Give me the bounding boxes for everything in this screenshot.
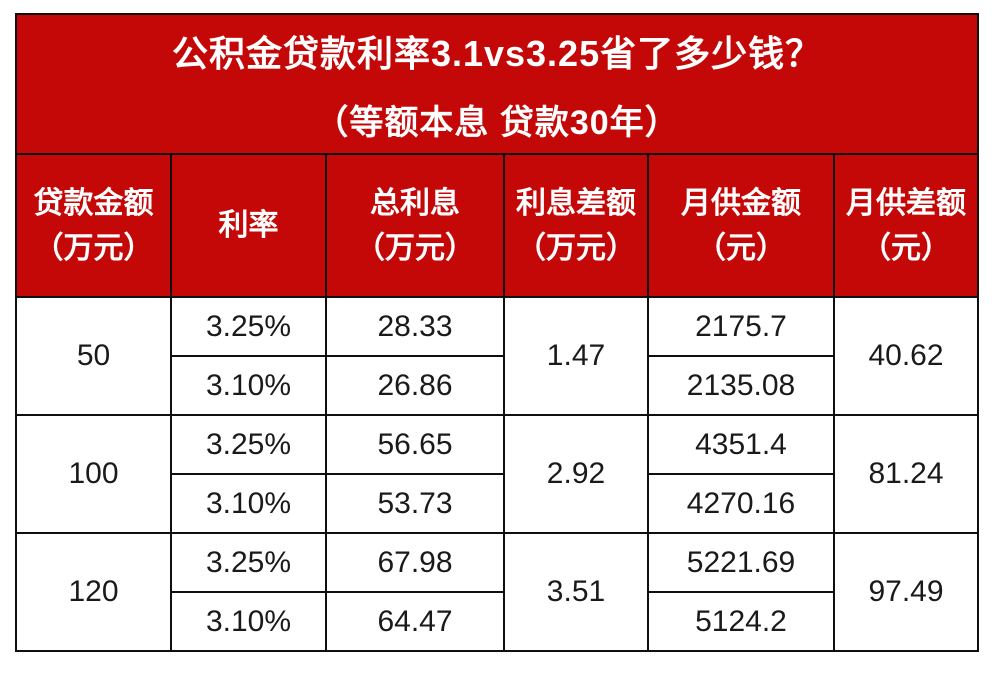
cell-monthly-diff: 40.62 [832,296,980,416]
header-interest-diff: 利息差额 （万元） [503,153,649,298]
header-interest-diff-unit: （万元） [516,231,636,265]
cell-monthly: 2175.7 [647,296,835,357]
header-row: 贷款金额 （万元） 利率 总利息 （万元） 利息差额 （万元） 月供金额 （元）… [15,153,980,298]
cell-monthly: 5221.69 [647,532,835,593]
cell-total-interest: 64.47 [325,591,505,652]
cell-rate: 3.25% [170,414,327,475]
header-total-interest-unit: （万元） [355,231,475,265]
cell-rate: 3.10% [170,473,327,534]
table-row: 50 3.25% 28.33 1.47 2175.7 40.62 [15,296,980,416]
table-row: 3.10% 64.47 5124.2 [16,591,978,652]
cell-amount-50: 50 [15,296,172,416]
table-row: 3.10% 26.86 2135.08 [16,355,978,416]
cell-total-interest: 67.98 [325,532,505,593]
cell-monthly: 4270.16 [647,473,835,534]
title-row: 公积金贷款利率3.1vs3.25省了多少钱？ （等额本息 贷款30年） [14,13,980,155]
cell-total-interest: 56.65 [325,414,505,475]
header-monthly-payment-label: 月供金额 [681,186,801,220]
header-monthly-payment: 月供金额 （元） [647,153,835,298]
header-rate-label: 利率 [218,209,279,242]
cell-amount-120: 120 [15,532,172,652]
cell-total-interest: 28.33 [325,296,505,357]
table-row: 120 3.25% 67.98 3.51 5221.69 97.49 [15,532,980,652]
cell-total-interest: 53.73 [325,473,505,534]
cell-interest-diff: 1.47 [503,296,649,416]
cell-rate: 3.25% [170,532,327,593]
cell-monthly: 4351.4 [647,414,835,475]
header-monthly-diff-label: 月供差额 [846,186,967,220]
cell-interest-diff: 2.92 [503,414,649,534]
cell-interest-diff: 3.51 [503,532,649,652]
cell-amount-100: 100 [15,414,172,534]
header-monthly-diff-unit: （元） [861,231,952,265]
header-interest-diff-label: 利息差额 [516,186,636,220]
cell-monthly-diff: 97.49 [832,532,980,652]
cell-rate: 3.25% [170,296,327,357]
header-rate: 利率 [170,153,327,298]
title-line-2: （等额本息 贷款30年） [314,103,680,142]
loan-comparison-table: 公积金贷款利率3.1vs3.25省了多少钱？ （等额本息 贷款30年） 贷款金额… [14,13,980,652]
title-line-1: 公积金贷款利率3.1vs3.25省了多少钱？ [171,32,823,74]
header-loan-amount: 贷款金额 （万元） [15,153,172,298]
header-loan-amount-unit: （万元） [33,231,154,265]
header-monthly-payment-unit: （元） [696,231,786,265]
table-title: 公积金贷款利率3.1vs3.25省了多少钱？ （等额本息 贷款30年） [14,13,980,155]
header-total-interest-label: 总利息 [370,186,460,220]
header-monthly-diff: 月供差额 （元） [832,153,980,298]
cell-monthly-diff: 81.24 [832,414,980,534]
cell-rate: 3.10% [170,355,327,416]
table-row: 100 3.25% 56.65 2.92 4351.4 81.24 [15,414,980,534]
header-loan-amount-label: 贷款金额 [33,186,154,220]
cell-monthly: 2135.08 [647,355,835,416]
cell-rate: 3.10% [170,591,327,652]
table-row: 3.10% 53.73 4270.16 [16,473,978,534]
cell-monthly: 5124.2 [647,591,835,652]
loan-comparison-sheet: 公积金贷款利率3.1vs3.25省了多少钱？ （等额本息 贷款30年） 贷款金额… [14,13,980,652]
cell-total-interest: 26.86 [325,355,505,416]
header-total-interest: 总利息 （万元） [325,153,505,298]
